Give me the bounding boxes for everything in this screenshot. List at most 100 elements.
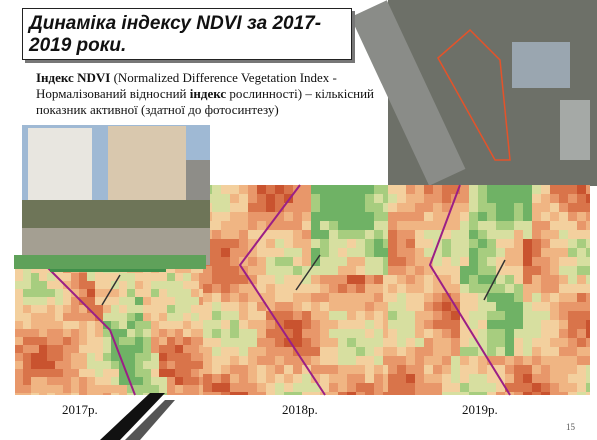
ndvi-cell	[311, 239, 320, 248]
ndvi-cell	[356, 365, 365, 374]
ndvi-cell	[496, 212, 505, 221]
ndvi-cell	[167, 289, 175, 297]
ndvi-cell	[111, 393, 119, 395]
ndvi-cell	[143, 321, 151, 329]
ndvi-cell	[311, 320, 320, 329]
ndvi-cell	[39, 369, 47, 377]
ndvi-cell	[221, 185, 230, 194]
ndvi-cell	[199, 393, 203, 395]
ndvi-cell	[39, 337, 47, 345]
ndvi-cell	[212, 212, 221, 221]
ndvi-cell	[15, 313, 23, 321]
ndvi-cell	[374, 284, 383, 293]
ndvi-cell	[586, 230, 590, 239]
ndvi-cell	[230, 257, 239, 266]
ndvi-cell	[183, 273, 191, 281]
ndvi-cell	[469, 257, 478, 266]
ndvi-cell	[151, 289, 159, 297]
ndvi-cell	[388, 284, 397, 293]
ndvi-cell	[424, 365, 433, 374]
ndvi-cell	[221, 383, 230, 392]
ndvi-cell	[257, 248, 266, 257]
ndvi-cell	[406, 266, 415, 275]
ndvi-cell	[284, 248, 293, 257]
ndvi-cell	[221, 212, 230, 221]
ndvi-cell	[212, 257, 221, 266]
ndvi-cell	[505, 329, 514, 338]
ndvi-cell	[203, 347, 212, 356]
ndvi-cell	[95, 385, 103, 393]
ndvi-cell	[487, 320, 496, 329]
ndvi-cell	[577, 392, 586, 395]
ndvi-cell	[397, 374, 406, 383]
ndvi-cell	[514, 248, 523, 257]
ndvi-cell	[374, 203, 383, 212]
ndvi-cell	[541, 311, 550, 320]
ndvi-cell	[356, 212, 365, 221]
ndvi-cell	[212, 266, 221, 275]
ndvi-cell	[320, 266, 329, 275]
ndvi-cell	[329, 311, 338, 320]
ndvi-cell	[230, 329, 239, 338]
ndvi-cell	[79, 377, 87, 385]
ndvi-cell	[23, 329, 31, 337]
ndvi-cell	[356, 392, 365, 395]
ndvi-cell	[87, 385, 95, 393]
ndvi-cell	[302, 257, 311, 266]
ndvi-cell	[383, 320, 388, 329]
ndvi-cell	[212, 284, 221, 293]
ndvi-cell	[119, 273, 127, 281]
ndvi-cell	[119, 393, 127, 395]
ndvi-cell	[257, 311, 266, 320]
ndvi-cell	[586, 248, 590, 257]
ndvi-cell	[47, 297, 55, 305]
ndvi-cell	[55, 385, 63, 393]
ndvi-cell	[541, 221, 550, 230]
ndvi-cell	[239, 347, 248, 356]
ndvi-cell	[79, 361, 87, 369]
ndvi-cell	[167, 369, 175, 377]
ndvi-cell	[175, 385, 183, 393]
ndvi-cell	[550, 194, 559, 203]
ndvi-cell	[365, 212, 374, 221]
ndvi-cell	[212, 329, 221, 338]
ndvi-cell	[127, 353, 135, 361]
ndvi-cell	[338, 365, 347, 374]
ndvi-cell	[63, 337, 71, 345]
ndvi-cell	[514, 392, 523, 395]
ndvi-cell	[356, 284, 365, 293]
ndvi-cell	[433, 185, 442, 194]
ndvi-cell	[577, 275, 586, 284]
ndvi-cell	[460, 374, 469, 383]
ndvi-cell	[248, 320, 257, 329]
ndvi-cell	[505, 320, 514, 329]
ndvi-cell	[541, 320, 550, 329]
caption: 2017р.	[62, 402, 98, 418]
ndvi-cell	[71, 329, 79, 337]
ndvi-cell	[239, 284, 248, 293]
ndvi-cell	[338, 284, 347, 293]
ndvi-cell	[31, 289, 39, 297]
ndvi-cell	[568, 356, 577, 365]
ndvi-cell	[191, 281, 199, 289]
ndvi-cell	[365, 383, 374, 392]
ndvi-cell	[191, 353, 199, 361]
ndvi-cell	[469, 302, 478, 311]
ndvi-cell	[406, 248, 415, 257]
ndvi-cell	[266, 203, 275, 212]
ndvi-cell	[586, 338, 590, 347]
ndvi-cell	[95, 281, 103, 289]
ndvi-cell	[514, 185, 523, 194]
building	[560, 100, 590, 160]
ndvi-cell	[442, 248, 451, 257]
ndvi-cell	[469, 365, 478, 374]
ndvi-cell	[284, 374, 293, 383]
ndvi-cell	[460, 329, 469, 338]
ndvi-cell	[397, 257, 406, 266]
ndvi-cell	[15, 393, 23, 395]
ndvi-cell	[541, 257, 550, 266]
ndvi-cell	[406, 230, 415, 239]
ndvi-cell	[143, 329, 151, 337]
ndvi-cell	[15, 369, 23, 377]
ndvi-cell	[248, 338, 257, 347]
